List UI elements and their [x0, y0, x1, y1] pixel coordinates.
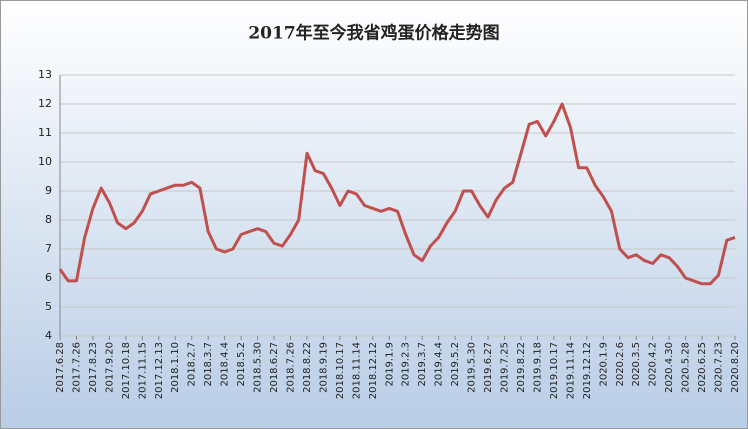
x-tick-label: 2020.1.9	[598, 342, 609, 387]
x-tick-label: 2018.8.22	[302, 342, 313, 393]
x-tick-label: 2018.5.2	[236, 342, 247, 387]
y-tick-label: 13	[38, 68, 52, 81]
y-tick-label: 7	[45, 242, 52, 255]
x-tick-label: 2020.2.6	[615, 342, 626, 387]
line	[58, 102, 736, 286]
x-tick-label: 2019.2.3	[401, 342, 412, 387]
y-tick-label: 9	[45, 184, 52, 197]
x-tick-label: 2019.3.7	[417, 342, 428, 387]
x-tick-label: 2020.5.28	[681, 342, 692, 393]
x-tick-label: 2017.7.26	[71, 342, 82, 393]
x-tick-label: 2019.8.22	[516, 342, 527, 393]
x-tick-label: 2019.9.18	[532, 342, 543, 393]
y-tick-label: 5	[45, 300, 52, 313]
x-tick-label: 2020.7.23	[714, 342, 725, 393]
x-tick-label: 2019.11.14	[565, 342, 576, 399]
y-tick-label: 11	[38, 126, 52, 139]
y-tick-label: 10	[38, 155, 52, 168]
y-tick-label: 6	[45, 271, 52, 284]
x-tick-label: 2017.10.18	[121, 342, 132, 399]
x-tick-label: 2019.6.27	[483, 342, 494, 393]
x-tick-label: 2018.3.7	[203, 342, 214, 387]
x-tick-label: 2018.5.30	[253, 342, 264, 393]
y-tick-label: 12	[38, 97, 52, 110]
x-tick-label: 2020.6.25	[697, 342, 708, 393]
x-tick-label: 2017.9.20	[104, 342, 115, 393]
x-tick-label: 2018.4.4	[220, 342, 231, 387]
x-tick-label: 2018.10.17	[335, 342, 346, 399]
y-tick-label: 8	[45, 213, 52, 226]
x-tick-label: 2019.10.17	[549, 342, 560, 399]
x-tick-label: 2020.3.5	[631, 342, 642, 387]
x-tick-label: 2018.1.10	[170, 342, 181, 393]
x-tick-label: 2019.5.2	[450, 342, 461, 387]
chart-title: 2017年至今我省鸡蛋价格走势图	[248, 23, 499, 44]
x-tick-label: 2017.12.13	[154, 342, 165, 399]
x-tick-label: 2018.7.26	[285, 342, 296, 393]
x-tick-label: 2019.5.30	[467, 342, 478, 393]
x-tick-label: 2020.8.20	[730, 342, 741, 393]
x-tick-label: 2017.6.28	[55, 342, 66, 393]
y-tick-label: 4	[45, 329, 52, 342]
x-tick-label: 2018.6.27	[269, 342, 280, 393]
x-tick-label: 2019.4.4	[434, 342, 445, 387]
x-tick-label: 2019.1.9	[384, 342, 395, 387]
x-tick-label: 2020.4.2	[648, 342, 659, 387]
x-tick-label: 2018.9.19	[318, 342, 329, 393]
x-tick-label: 2019.7.25	[500, 342, 511, 393]
x-tick-label: 2020.4.30	[664, 342, 675, 393]
x-tick-label: 2017.11.15	[137, 342, 148, 399]
x-tick-label: 2017.8.23	[88, 342, 99, 393]
x-tick-label: 2018.2.7	[187, 342, 198, 387]
x-tick-label: 2019.12.12	[582, 342, 593, 399]
x-tick-label: 2018.11.14	[351, 342, 362, 399]
x-tick-label: 2018.12.12	[368, 342, 379, 399]
